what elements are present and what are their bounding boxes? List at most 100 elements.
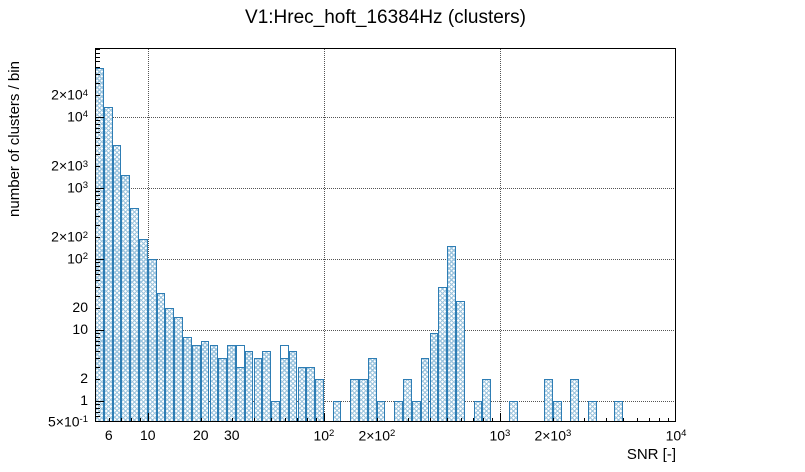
y-axis-title: number of clusters / bin <box>6 61 23 217</box>
y-axis-tick <box>95 261 100 263</box>
x-axis-tick <box>284 417 286 422</box>
x-axis-tick <box>552 417 554 422</box>
x-axis-title: SNR [-] <box>626 446 676 463</box>
x-axis-tick <box>147 413 149 422</box>
histogram-bar <box>262 351 272 422</box>
histogram-bar <box>271 400 280 422</box>
x-axis-tick <box>315 417 317 422</box>
histogram-bar <box>103 107 113 422</box>
y-tick-label: 20 <box>72 299 88 316</box>
histogram-bar <box>165 308 175 422</box>
y-axis-tick <box>95 82 100 84</box>
y-axis-tick <box>95 116 104 118</box>
y-axis-tick <box>95 224 100 226</box>
x-axis-tick <box>605 417 607 422</box>
y-axis-tick <box>95 400 104 402</box>
y-axis-tick <box>95 411 100 413</box>
x-axis-tick <box>376 417 378 422</box>
x-tick-label: 30 <box>224 427 240 443</box>
y-tick-label: 2 <box>80 370 88 387</box>
histogram-bar <box>394 400 404 422</box>
histogram-bar <box>552 400 562 422</box>
y-axis-tick <box>95 416 100 418</box>
x-axis-tick <box>460 417 462 422</box>
histogram-bar <box>411 400 421 422</box>
x-axis-tick <box>499 413 501 422</box>
x-tick-label: 2×103 <box>534 427 572 444</box>
y-axis-tick <box>95 52 100 54</box>
histogram-bar <box>306 366 316 422</box>
y-axis-tick <box>95 203 100 205</box>
y-axis-tick <box>95 366 100 368</box>
x-axis-tick <box>139 417 141 422</box>
y-axis-tick <box>95 237 100 239</box>
y-axis-tick <box>95 67 100 68</box>
histogram-bar <box>121 175 131 422</box>
x-axis-tick <box>120 417 122 422</box>
y-axis-tick <box>95 127 100 129</box>
y-axis-tick <box>95 295 100 297</box>
y-axis-tick <box>95 265 100 267</box>
y-axis-tick <box>95 340 100 342</box>
histogram-bar <box>235 366 245 422</box>
histogram-bar <box>420 357 430 422</box>
y-axis-tick <box>95 187 104 189</box>
x-axis-tick <box>231 417 233 422</box>
y-axis-tick <box>95 190 100 192</box>
histogram-bar <box>482 379 492 422</box>
histogram-bar <box>508 400 518 422</box>
histogram-bar <box>174 317 184 422</box>
y-gridline <box>95 329 676 331</box>
y-gridline <box>95 187 676 189</box>
histogram-bar <box>130 207 139 422</box>
x-axis-tick <box>253 417 255 422</box>
histogram-bar <box>350 379 360 422</box>
y-axis-tick <box>95 144 100 146</box>
y-axis-tick <box>95 345 100 347</box>
y-tick-label: 2×103 <box>51 157 88 174</box>
x-tick-label: 103 <box>489 427 511 444</box>
y-axis-tick <box>95 61 100 63</box>
y-axis-tick <box>95 138 100 139</box>
x-axis-tick <box>429 417 431 422</box>
x-tick-label: 102 <box>313 427 335 444</box>
histogram-bar <box>209 345 219 422</box>
y-axis-tick <box>95 198 100 200</box>
y-axis-tick <box>95 258 104 260</box>
y-axis-tick <box>95 357 100 359</box>
histogram-bar <box>447 246 456 422</box>
x-axis-tick <box>667 417 669 422</box>
x-axis-tick <box>323 413 325 422</box>
x-axis-tick <box>296 417 298 422</box>
x-axis-tick <box>306 417 308 422</box>
x-axis-tick <box>472 417 474 422</box>
x-gridline <box>147 48 149 422</box>
histogram-bar <box>359 379 368 422</box>
y-axis-tick <box>95 119 100 121</box>
x-tick-label: 20 <box>193 427 209 443</box>
histogram-bar <box>244 351 254 422</box>
y-axis-tick <box>95 308 100 310</box>
x-gridline <box>499 48 501 422</box>
histogram-bar <box>438 286 448 422</box>
y-axis-tick <box>95 48 100 50</box>
x-axis-tick <box>623 417 624 422</box>
y-tick-label: 2×102 <box>51 228 88 245</box>
y-axis-tick <box>95 286 100 288</box>
y-axis-tick <box>95 95 100 97</box>
y-axis-tick <box>95 332 100 334</box>
histogram-bar <box>367 357 377 422</box>
histogram-bar <box>279 357 289 422</box>
y-tick-label: 10 <box>72 320 88 337</box>
histogram-bar <box>315 379 324 422</box>
plot-area <box>95 48 676 422</box>
y-axis-tick <box>95 194 100 196</box>
histogram-bar <box>139 238 148 422</box>
histogram-bar <box>95 68 104 422</box>
histogram-bar <box>147 258 157 422</box>
histogram-bar <box>191 345 201 422</box>
x-tick-label: 104 <box>665 427 687 444</box>
plot-title: V1:Hrec_hoft_16384Hz (clusters) <box>245 7 526 28</box>
y-axis-tick <box>95 209 100 210</box>
